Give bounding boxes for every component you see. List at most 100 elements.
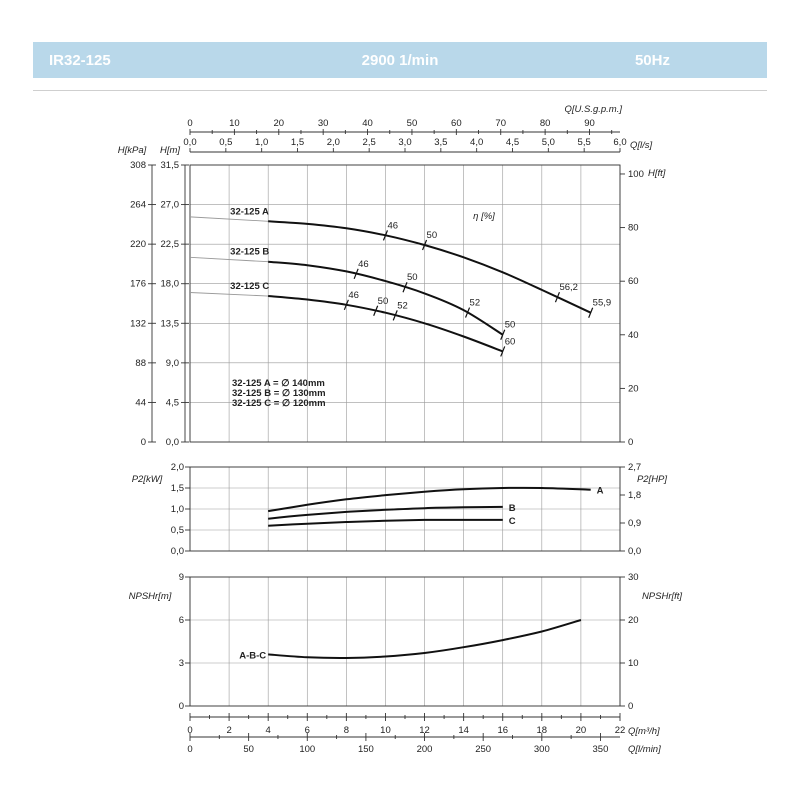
m-axis-label: H[m] (160, 145, 180, 156)
lmin-tick-label: 350 (593, 744, 609, 755)
m-tick-label: 27,0 (161, 200, 180, 211)
ls-tick-label: 3,0 (398, 137, 411, 148)
hp-tick-label: 0,0 (628, 546, 641, 557)
m-tick-label: 13,5 (161, 318, 180, 329)
head-curve-c (268, 295, 504, 353)
efficiency-mark (421, 239, 428, 251)
hp-axis-label: P2[HP] (637, 474, 667, 485)
usgpm-axis-label: Q[U.S.g.p.m.] (564, 104, 622, 115)
efficiency-mark-label: 50 (427, 230, 438, 241)
power-curve-b-label: B (509, 503, 516, 514)
power-curve-c (268, 518, 503, 527)
usgpm-tick-label: 70 (495, 118, 506, 129)
ft-tick-label: 100 (628, 169, 644, 180)
ft-tick-label: 20 (628, 383, 639, 394)
kpa-axis-label: H[kPa] (118, 145, 147, 156)
header-divider (33, 90, 767, 91)
m3h-tick-label: 2 (226, 725, 231, 736)
power-curve-b (268, 505, 503, 520)
ls-tick-label: 4,5 (506, 137, 519, 148)
lmin-tick-label: 100 (299, 744, 315, 755)
npsh-m-axis-label: NPSHr[m] (129, 591, 172, 602)
m3h-tick-label: 12 (419, 725, 430, 736)
power-curve-a-label: A (597, 486, 604, 497)
m3h-tick-label: 0 (187, 725, 192, 736)
npsh-curve (268, 619, 582, 660)
efficiency-mark (392, 310, 398, 321)
kw-tick-label: 2,0 (171, 462, 184, 473)
impeller-legend-item: 32-125 B = ∅ 130mm (232, 388, 326, 399)
m3h-tick-label: 20 (576, 725, 587, 736)
kw-tick-label: 1,5 (171, 483, 184, 494)
hp-tick-label: 0,9 (628, 518, 641, 529)
m-tick-label: 0,0 (166, 437, 179, 448)
kpa-tick-label: 0 (141, 437, 146, 448)
kpa-tick-label: 176 (130, 279, 146, 290)
ft-tick-label: 80 (628, 223, 639, 234)
usgpm-tick-label: 30 (318, 118, 329, 129)
efficiency-mark (464, 307, 471, 318)
usgpm-tick-label: 60 (451, 118, 462, 129)
head-curve-c-extension (189, 292, 269, 297)
efficiency-mark (343, 299, 349, 311)
efficiency-mark-label: 50 (505, 320, 516, 331)
power-curve-c-label: C (509, 516, 516, 527)
efficiency-mark (588, 307, 594, 318)
head-curve-a-extension (189, 216, 269, 222)
npsh-m-tick-label: 3 (179, 658, 184, 669)
kpa-tick-label: 308 (130, 160, 146, 171)
efficiency-mark-label: 60 (505, 336, 516, 347)
usgpm-tick-label: 80 (540, 118, 551, 129)
ft-tick-label: 60 (628, 276, 639, 287)
m3h-tick-label: 10 (380, 725, 391, 736)
impeller-legend-item: 32-125 C = ∅ 120mm (232, 398, 326, 409)
usgpm-tick-label: 90 (584, 118, 595, 129)
m-tick-label: 18,0 (161, 279, 180, 290)
ls-tick-label: 0,5 (219, 137, 232, 148)
kpa-tick-label: 220 (130, 239, 146, 250)
npsh-ft-tick-label: 30 (628, 572, 639, 583)
usgpm-tick-label: 10 (229, 118, 240, 129)
usgpm-tick-label: 40 (362, 118, 373, 129)
lmin-tick-label: 200 (417, 744, 433, 755)
ft-tick-label: 0 (628, 437, 633, 448)
m3h-tick-label: 8 (344, 725, 349, 736)
efficiency-mark-label: 50 (407, 272, 418, 283)
m3h-tick-label: 22 (615, 725, 626, 736)
m3h-tick-label: 16 (497, 725, 508, 736)
m-tick-label: 22,5 (161, 239, 180, 250)
power-curve-a (268, 486, 591, 513)
kw-tick-label: 1,0 (171, 504, 184, 515)
head-curve-c-label: 32-125 C (230, 281, 269, 292)
usgpm-tick-label: 0 (187, 118, 192, 129)
m3h-tick-label: 14 (458, 725, 469, 736)
efficiency-label: η [%] (473, 211, 495, 222)
ls-tick-label: 3,5 (434, 137, 447, 148)
m-tick-label: 9,0 (166, 358, 179, 369)
head-curve-b-extension (189, 256, 269, 263)
usgpm-tick-label: 20 (273, 118, 284, 129)
ft-tick-label: 40 (628, 330, 639, 341)
kpa-tick-label: 88 (135, 358, 146, 369)
npsh-ft-tick-label: 10 (628, 658, 639, 669)
head-curve-a-label: 32-125 A (230, 206, 269, 217)
m3h-axis-label: Q[m³/h] (628, 726, 660, 737)
lmin-tick-label: 0 (187, 744, 192, 755)
ls-tick-label: 0,0 (183, 137, 196, 148)
npsh-ft-tick-label: 20 (628, 615, 639, 626)
ls-tick-label: 1,5 (291, 137, 304, 148)
m3h-tick-label: 18 (537, 725, 548, 736)
efficiency-mark-label: 46 (348, 290, 359, 301)
efficiency-mark (353, 268, 359, 280)
efficiency-mark-label: 55,9 (593, 298, 612, 309)
ls-axis-label: Q[l/s] (630, 140, 653, 151)
kw-tick-label: 0,0 (171, 546, 184, 557)
hp-tick-label: 1,8 (628, 490, 641, 501)
pump-frequency: 50Hz (634, 51, 670, 69)
lmin-tick-label: 250 (475, 744, 491, 755)
usgpm-tick-label: 50 (407, 118, 418, 129)
efficiency-mark (382, 230, 389, 241)
m-tick-label: 31,5 (161, 160, 180, 171)
ls-tick-label: 5,5 (578, 137, 591, 148)
ls-tick-label: 2,0 (327, 137, 340, 148)
